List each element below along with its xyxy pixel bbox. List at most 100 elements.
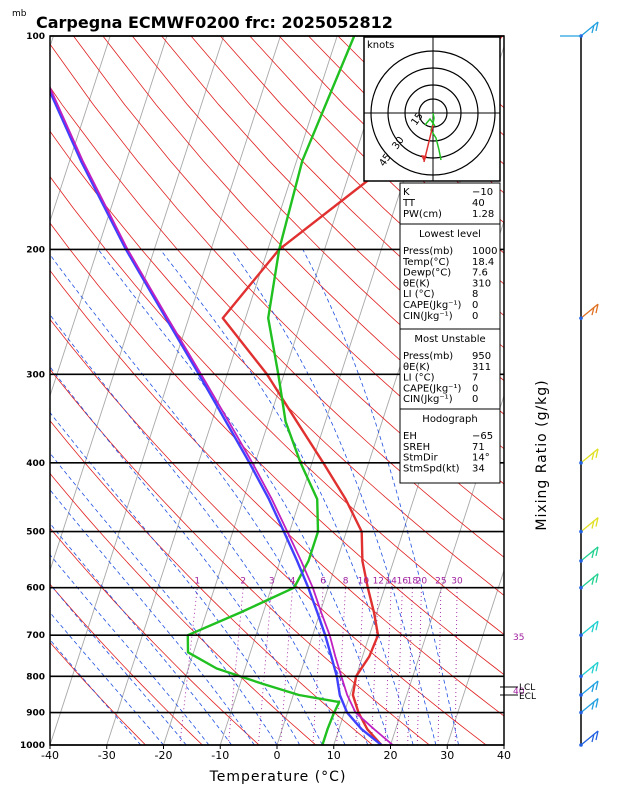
mixing-ratio-tick-label: 2 — [240, 577, 246, 587]
mixing-ratio-line — [179, 587, 198, 745]
mixing-ratio-tick-label: 14 — [385, 577, 397, 587]
mixing-ratio-tick-label: 12 — [373, 577, 384, 587]
index-label: TT — [402, 198, 416, 209]
mixing-ratio-tick-label: 25 — [435, 577, 446, 587]
param-label: CAPE(Jkg⁻¹) — [403, 300, 461, 311]
param-value: 0 — [472, 300, 478, 311]
moist-adiabat — [50, 522, 232, 745]
index-label: K — [403, 187, 410, 198]
most-unstable-box-header: Most Unstable — [414, 334, 485, 345]
profiles — [50, 36, 503, 745]
isotherm — [50, 36, 111, 223]
hodograph-params-box-header: Hodograph — [422, 414, 477, 425]
param-label: CAPE(Jkg⁻¹) — [403, 383, 461, 394]
param-value: 311 — [472, 362, 491, 373]
moist-adiabat — [50, 366, 323, 745]
dry-adiabat — [50, 130, 504, 596]
param-value: 7 — [472, 373, 478, 384]
index-value: 1.28 — [472, 209, 494, 220]
mixing-ratio-axis-label: Mixing Ratio (g/kg) — [534, 379, 550, 530]
lowest-level-box-header: Lowest level — [419, 229, 481, 240]
pressure-tick-label: 200 — [26, 245, 45, 255]
mixing-ratio-tick-label: 30 — [451, 577, 463, 587]
temperature-tick-label: 0 — [274, 749, 281, 762]
index-label: PW(cm) — [403, 209, 442, 220]
moist-adiabat — [159, 249, 414, 745]
pressure-tick-label: 700 — [26, 631, 45, 641]
wind-barbs — [560, 21, 599, 747]
dry-adiabat — [50, 472, 317, 745]
temperature-tick-label: 40 — [497, 749, 511, 762]
param-value: 14° — [472, 453, 490, 464]
x-axis-label: Temperature (°C) — [209, 769, 347, 785]
param-label: StmDir — [403, 453, 438, 464]
moist-adiabat — [50, 411, 301, 745]
param-label: Press(mb) — [403, 351, 453, 362]
wind-barb — [579, 698, 599, 715]
virtual-temperature-profile — [50, 85, 394, 745]
param-label: LI (°C) — [403, 373, 435, 384]
lowest-level-box — [399, 223, 501, 330]
dry-adiabat — [131, 36, 504, 415]
isotherm — [50, 36, 168, 398]
moist-adiabat — [50, 489, 255, 745]
param-label: CIN(Jkg⁻¹) — [403, 394, 453, 405]
pressure-tick-label: 800 — [26, 672, 45, 682]
lcl-label: LCL — [519, 683, 535, 693]
dry-adiabat — [50, 86, 504, 558]
moist-adiabat — [50, 611, 164, 745]
param-value: 0 — [472, 394, 478, 405]
dry-adiabat — [50, 368, 430, 745]
chart-title: Carpegna ECMWF0200 frc: 2025052812 — [36, 13, 393, 32]
temperature-tick-label: 30 — [440, 749, 454, 762]
pressure-tick-label: 1000 — [20, 741, 45, 751]
dry-adiabat — [50, 222, 504, 676]
mixing-ratio-tick-label: 20 — [416, 577, 428, 587]
wind-barb — [579, 661, 599, 679]
skewt-grid — [50, 36, 618, 745]
param-value: 0 — [472, 311, 478, 322]
param-label: LI (°C) — [403, 289, 435, 300]
wind-barb — [579, 680, 599, 697]
moist-adiabat — [50, 253, 369, 745]
temperature-tick-label: -40 — [41, 749, 59, 762]
pressure-tick-label: 400 — [26, 459, 45, 469]
param-value: −65 — [472, 431, 493, 442]
param-value: 310 — [472, 278, 491, 289]
dry-adiabat — [50, 269, 504, 717]
wind-barb — [579, 573, 599, 590]
mixing-ratio-tick-label: 4 — [290, 577, 296, 587]
param-value: 8 — [472, 289, 478, 300]
moist-adiabat — [50, 314, 346, 745]
isotherm — [50, 36, 281, 745]
pressure-tick-label: 300 — [26, 370, 45, 380]
mixing-ratio-line — [257, 587, 273, 745]
temperature-tick-label: 10 — [327, 749, 341, 762]
moist-adiabat — [50, 554, 210, 745]
temperature-tick-label: 20 — [384, 749, 398, 762]
temperature-profile — [221, 36, 503, 745]
isotherm — [163, 36, 395, 745]
mixing-ratio-side-label: 35 — [513, 633, 524, 643]
wind-barb — [579, 546, 599, 563]
dry-adiabat — [50, 176, 504, 636]
mixing-ratio-line — [407, 587, 413, 745]
moist-adiabat — [50, 583, 187, 745]
most-unstable-box — [399, 328, 501, 410]
mixing-ratio-tick-label: 16 — [397, 577, 409, 587]
hodograph-trace — [430, 112, 442, 161]
temperature-tick-label: -10 — [211, 749, 229, 762]
wind-barb — [579, 517, 599, 534]
pressure-unit: mb — [12, 9, 27, 19]
hodograph-units: knots — [367, 40, 394, 51]
dry-adiabat — [50, 43, 504, 521]
index-value: −10 — [472, 187, 493, 198]
hodograph-params-box — [399, 408, 501, 484]
param-value: 7.6 — [472, 268, 488, 279]
wind-barb — [579, 21, 599, 38]
mixing-ratio-tick-label: 18 — [407, 577, 419, 587]
isotherm — [561, 36, 618, 745]
param-label: SREH — [403, 442, 430, 453]
